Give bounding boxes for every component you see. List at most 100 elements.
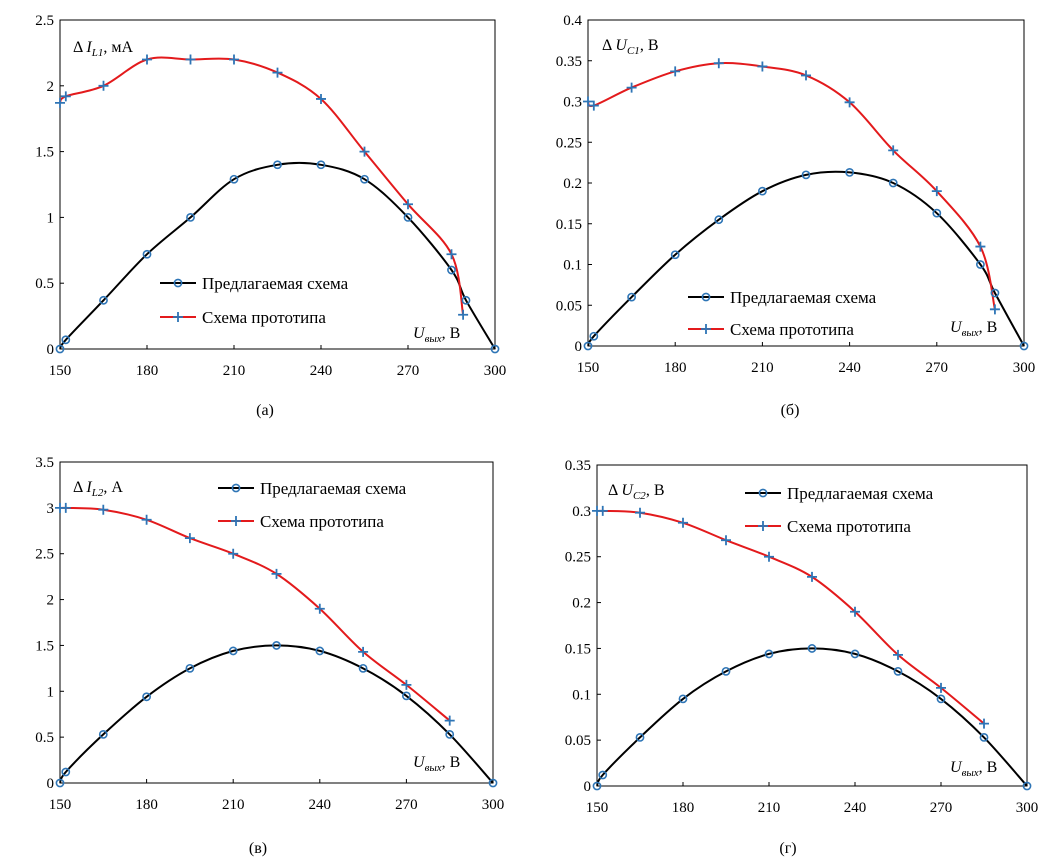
prototype-data-point	[713, 58, 724, 69]
proposed-data-point	[272, 641, 281, 650]
proposed-data-point	[592, 781, 602, 791]
chart-panel-1: 0 0.5 1 1.5 2 2.5 150 180 210 240 270 300 Δ IL1, мА U…	[35, 13, 506, 419]
proposed-data-point	[714, 215, 724, 225]
prototype-data-point	[403, 199, 413, 210]
proposed-data-point	[401, 691, 411, 701]
prototype-data-point	[979, 718, 989, 729]
series-line-1	[59, 161, 496, 350]
x-tick-label: 300	[484, 363, 507, 379]
proposed-data-point	[488, 778, 498, 788]
proposed-data-point	[55, 778, 65, 788]
x-tick-label: 240	[310, 363, 333, 379]
x-tick-label: 270	[930, 800, 953, 816]
chart-panel-4: 0 0.05 0.1 0.15 0.2 0.25 0.3 0.35 150 180 210 240 27…	[565, 458, 1039, 857]
legend-label: Предлагаемая схема	[202, 274, 349, 293]
proposed-data-point	[316, 160, 326, 170]
proposed-data-point	[461, 295, 471, 305]
y-tick-label: 0.2	[572, 596, 591, 612]
x-axis-label: Uвых, В	[950, 319, 997, 339]
prototype-data-point	[98, 80, 109, 91]
proposed-data-point	[98, 729, 108, 739]
prototype-data-point	[98, 504, 109, 515]
proposed-data-point	[142, 692, 151, 702]
proposed-data-point	[990, 288, 1000, 298]
prototype-data-point	[185, 54, 196, 65]
x-tick-label: 240	[309, 797, 332, 813]
proposed-data-point	[893, 666, 903, 676]
prototype-data-point	[801, 70, 811, 81]
prototype-data-point	[271, 568, 282, 579]
proposed-data-point	[358, 663, 368, 673]
proposed-data-point	[185, 663, 195, 673]
proposed-data-point	[598, 770, 608, 780]
proposed-data-point	[764, 649, 774, 659]
x-tick-label: 180	[136, 363, 159, 379]
proposed-data-point	[445, 729, 455, 739]
prototype-data-point	[807, 571, 817, 582]
x-tick-label: 300	[1016, 800, 1039, 816]
legend-marker	[758, 488, 768, 498]
prototype-data-point	[678, 517, 688, 528]
proposed-data-point	[99, 295, 108, 305]
proposed-data-point	[1022, 781, 1032, 791]
y-tick-label: 0.2	[563, 176, 582, 192]
legend: Предлагаемая схема Схема прототипа	[745, 484, 934, 536]
x-axis-label: Uвых, В	[950, 759, 997, 779]
prototype-data-point	[893, 649, 903, 660]
prototype-data-point	[626, 82, 637, 93]
chart-panel-2: 0 0.05 0.1 0.15 0.2 0.25 0.3 0.35 0.4 150 180 210 24…	[556, 13, 1036, 419]
x-tick-label: 150	[577, 360, 600, 376]
prototype-data-point	[316, 93, 326, 104]
y-tick-label: 2	[47, 79, 55, 95]
legend-marker	[758, 521, 768, 531]
y-tick-label: 0.5	[35, 730, 54, 746]
y-tick-label: 3	[47, 501, 55, 517]
prototype-data-point	[184, 533, 195, 544]
proposed-data-point	[627, 292, 636, 302]
prototype-data-point	[597, 505, 608, 516]
legend-label: Схема прототипа	[730, 320, 854, 339]
y-axis-label: Δ IL1, мА	[73, 39, 133, 59]
proposed-data-point	[55, 344, 65, 354]
proposed-data-point	[228, 646, 238, 656]
x-tick-label: 210	[751, 360, 774, 376]
proposed-data-point	[635, 732, 645, 742]
y-tick-label: 1.5	[35, 145, 54, 161]
y-axis-label: Δ UC1, В	[602, 37, 658, 57]
proposed-data-point	[758, 186, 767, 196]
y-tick-label: 1.5	[35, 638, 54, 654]
y-tick-label: 0	[47, 776, 55, 792]
prototype-data-point	[444, 715, 455, 726]
proposed-data-point	[186, 212, 195, 222]
proposed-data-point	[273, 160, 282, 170]
legend-label: Предлагаемая схема	[260, 479, 407, 498]
y-tick-label: 2.5	[35, 547, 54, 563]
x-tick-label: 240	[838, 360, 861, 376]
proposed-data-point	[801, 170, 811, 180]
y-axis-label: Δ IL2, А	[73, 479, 123, 499]
y-tick-label: 0	[584, 779, 592, 795]
prototype-data-point	[975, 241, 986, 252]
y-tick-label: 0	[47, 342, 55, 358]
x-tick-label: 270	[395, 797, 418, 813]
prototype-data-point	[401, 679, 412, 690]
x-tick-label: 210	[222, 797, 245, 813]
x-axis-label: Uвых, В	[413, 754, 460, 774]
proposed-data-point	[403, 212, 413, 222]
prototype-data-point	[670, 66, 681, 77]
legend-marker	[701, 324, 711, 334]
legend-marker	[231, 483, 241, 493]
y-tick-label: 0.25	[565, 550, 591, 566]
prototype-data-point	[888, 145, 899, 156]
prototype-data-point	[931, 186, 942, 197]
x-tick-label: 270	[926, 360, 949, 376]
prototype-data-point	[314, 603, 325, 614]
prototype-data-point	[936, 682, 946, 693]
x-tick-label: 300	[1013, 360, 1036, 376]
prototype-data-point	[358, 646, 369, 657]
y-tick-label: 0.35	[556, 54, 582, 70]
y-tick-label: 3.5	[35, 455, 54, 471]
legend-label: Схема прототипа	[260, 512, 384, 531]
y-tick-label: 1	[47, 210, 55, 226]
